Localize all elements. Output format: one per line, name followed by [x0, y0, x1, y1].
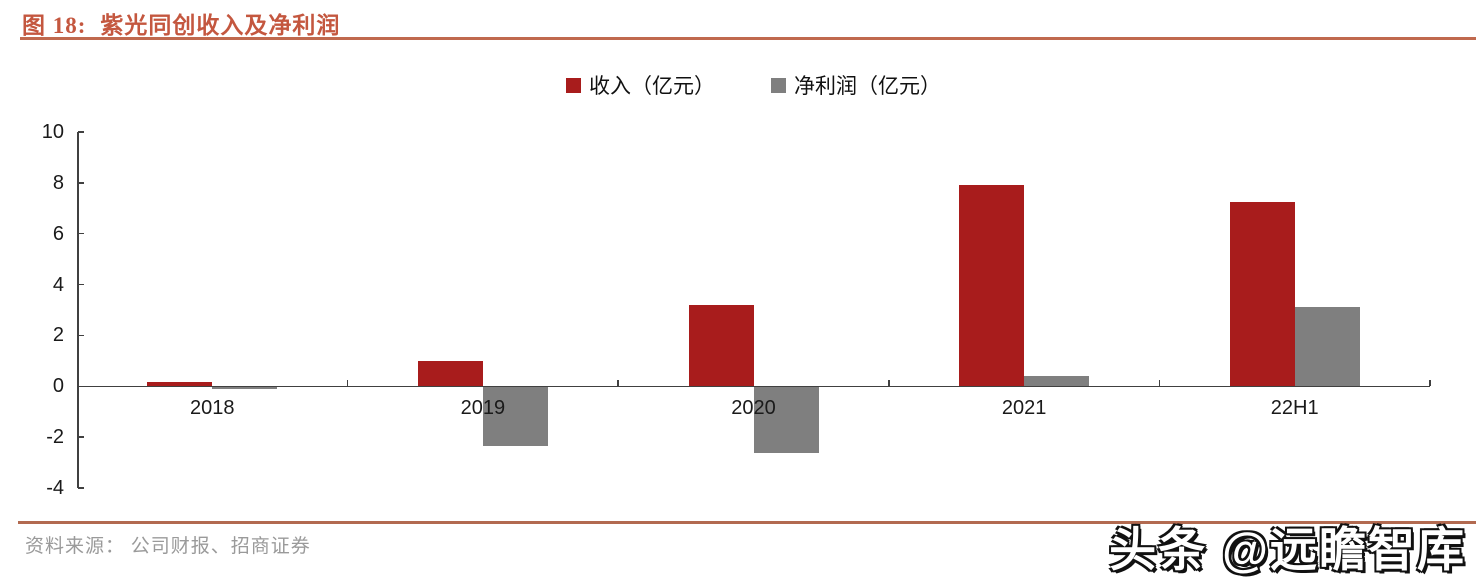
legend-item-net-profit: 净利润（亿元） [771, 70, 941, 100]
y-tick-label: -2 [46, 426, 64, 449]
y-axis-tick [78, 334, 84, 337]
x-category-label: 22H1 [1270, 397, 1319, 420]
chart-legend: 收入（亿元） 净利润（亿元） [77, 70, 1430, 100]
y-axis-tick [78, 131, 84, 133]
y-tick-label: 0 [52, 375, 64, 398]
legend-label: 净利润（亿元） [794, 74, 941, 98]
figure-number-label: 图 18: [22, 13, 87, 38]
bar-net-profit-2019 [482, 387, 548, 446]
y-axis-tick [78, 283, 84, 286]
y-axis-tick [78, 436, 84, 438]
y-axis-tick [78, 487, 84, 489]
bar-revenue-2018 [147, 382, 213, 387]
x-category-label: 2019 [460, 397, 506, 420]
bar-net-profit-2021 [1024, 376, 1090, 387]
x-category-label: 2021 [1001, 397, 1047, 420]
y-axis-tick [78, 182, 84, 184]
y-tick-label: 10 [41, 121, 64, 143]
y-tick-label: -4 [46, 477, 64, 499]
y-axis-tick [78, 232, 84, 235]
legend-swatch-revenue [566, 77, 581, 93]
legend-swatch-net-profit [771, 77, 786, 93]
watermark: 头条 @远瞻智库 [1109, 523, 1466, 576]
bar-revenue-2021 [959, 185, 1025, 387]
figure-title-text: 紫光同创收入及净利润 [100, 13, 341, 38]
bar-net-profit-2018 [212, 387, 278, 390]
y-tick-label: 4 [52, 273, 64, 296]
x-axis-tick [617, 380, 619, 387]
x-axis-tick [346, 380, 349, 387]
x-axis-tick [1429, 380, 1431, 387]
x-category-label: 2018 [190, 397, 235, 420]
bar-net-profit-2020 [753, 387, 819, 454]
bar-revenue-2020 [688, 304, 754, 387]
source-note: 资料来源： 公司财报、招商证券 [25, 536, 311, 557]
figure-title: 图 18: 紫光同创收入及净利润 [22, 6, 340, 40]
bar-net-profit-22H1 [1294, 307, 1360, 387]
x-axis-tick [1158, 380, 1161, 387]
x-axis-tick [888, 380, 890, 387]
bar-revenue-2019 [417, 360, 483, 387]
bar-revenue-22H1 [1229, 201, 1295, 387]
title-underline-rule [20, 37, 1476, 40]
x-axis-line [77, 385, 1430, 388]
y-tick-label: 8 [52, 171, 64, 194]
y-tick-label: 2 [52, 324, 64, 347]
legend-item-revenue: 收入（亿元） [566, 70, 715, 100]
x-category-label: 2020 [731, 397, 776, 420]
y-tick-label: 6 [52, 222, 64, 245]
y-axis-line [77, 132, 79, 488]
legend-label: 收入（亿元） [589, 74, 715, 98]
footer-rule [18, 521, 1476, 524]
